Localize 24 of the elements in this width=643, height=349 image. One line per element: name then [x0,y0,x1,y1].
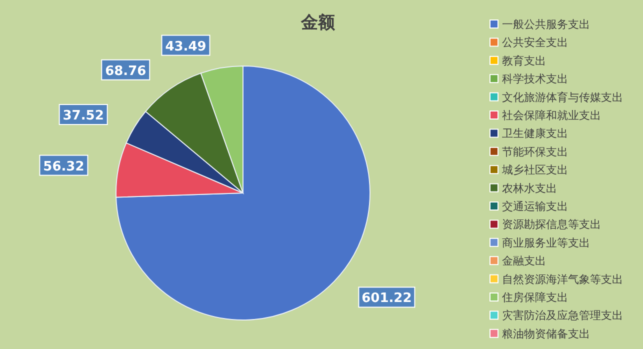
legend-label: 灾害防治及应急管理支出 [502,309,623,322]
legend-label: 金融支出 [502,254,546,268]
legend-label: 自然资源海洋气象等支出 [502,272,623,286]
legend-label: 住房保障支出 [502,291,568,304]
legend-label: 文化旅游体育与传媒支出 [502,90,623,104]
legend-label: 交通运输支出 [502,200,568,213]
data-label: 37.52 [62,108,104,124]
legend-label: 卫生健康支出 [502,127,568,140]
legend-label: 商业服务业等支出 [502,236,590,250]
legend-label: 城乡社区支出 [501,164,568,177]
legend-label: 教育支出 [502,54,546,68]
legend-label: 资源勘探信息等支出 [502,218,601,232]
legend-label: 公共安全支出 [502,36,568,50]
data-label: 43.49 [165,39,206,54]
legend-label: 一般公共服务支出 [502,18,590,31]
legend-label: 社会保障和就业支出 [502,109,601,122]
legend-label: 科学技术支出 [502,72,568,86]
data-label: 68.76 [105,64,146,79]
chart-title: 金额 [300,13,336,33]
data-label: 601.22 [362,291,412,306]
legend-label: 节能环保支出 [502,145,568,158]
data-label: 56.32 [43,159,84,174]
legend-label: 农林水支出 [502,182,557,195]
legend-label: 粮油物资储备支出 [502,327,590,340]
